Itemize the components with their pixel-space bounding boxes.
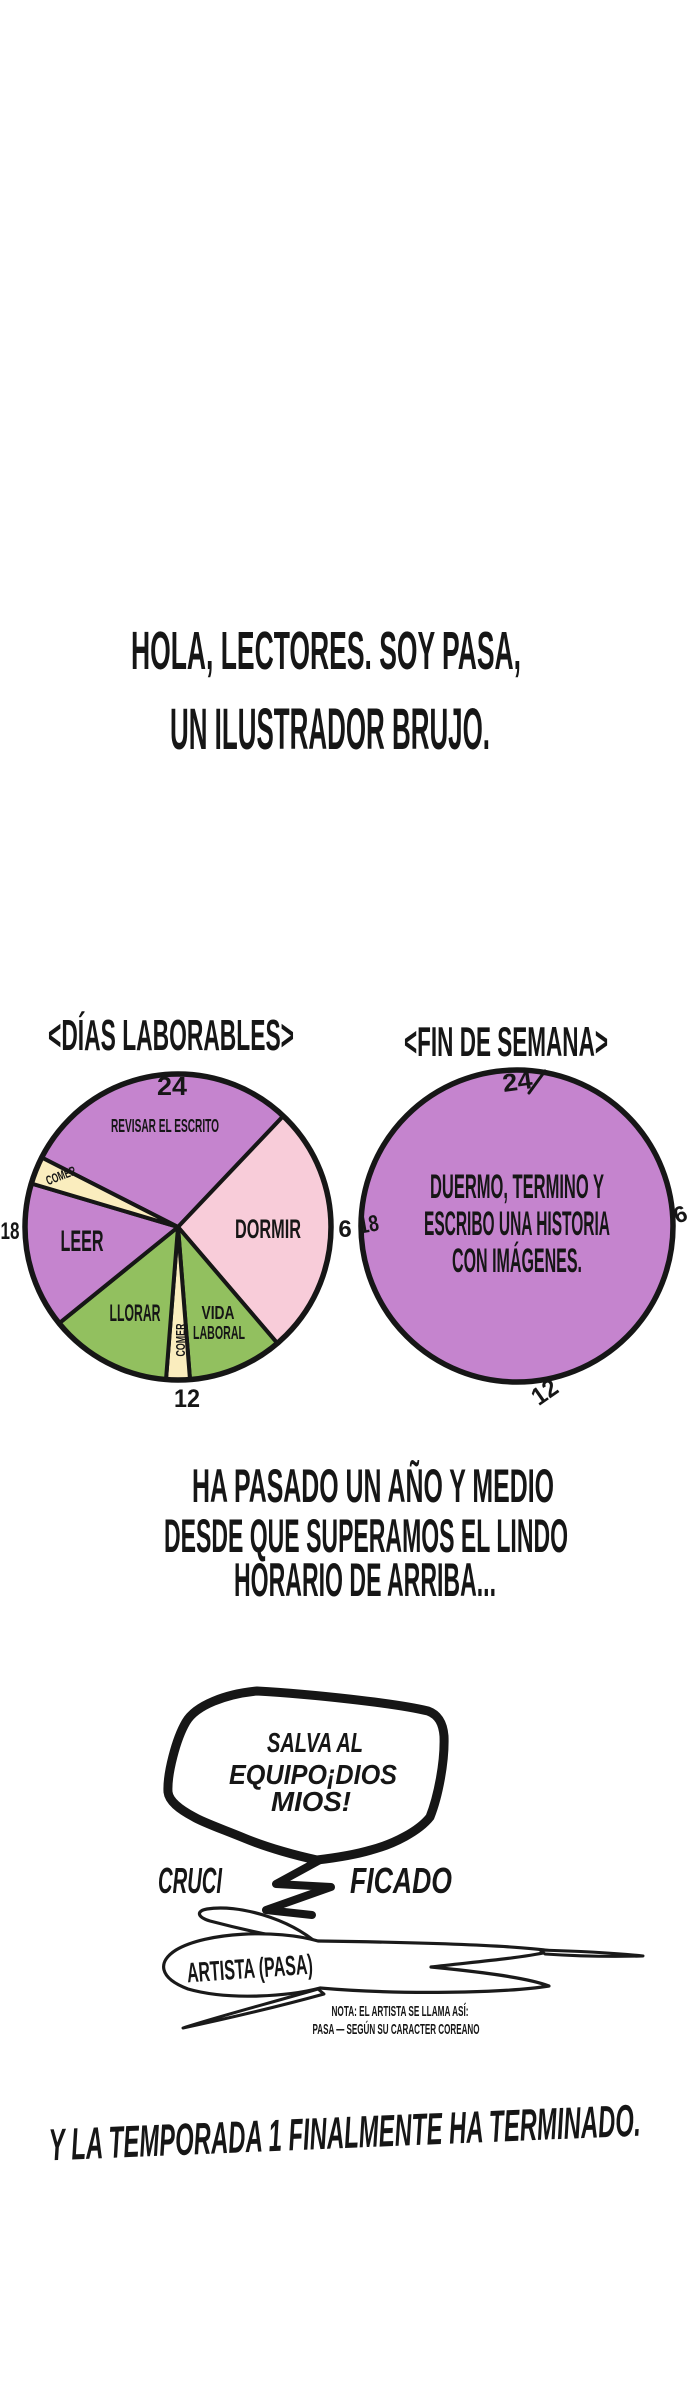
pie2-center-line3: CON IMÁGENES. xyxy=(452,1242,582,1280)
middle-text-line1: HA PASADO UN AÑO Y MEDIO xyxy=(192,1459,554,1512)
weekday-chart-title: <DÍAS LABORABLES> xyxy=(48,1010,294,1060)
weekend-chart-title: <FIN DE SEMANA> xyxy=(404,1018,608,1065)
intro-title-line2: UN ILUSTRADOR BRUJO. xyxy=(170,697,490,762)
pie1-tick-6: 6 xyxy=(338,1216,351,1243)
pie2-tick-18: 18 xyxy=(357,1209,381,1238)
pie1-label-vida: VIDA xyxy=(202,1303,235,1323)
bubble-text-line2: EQUIPO¡DIOS xyxy=(229,1759,397,1790)
artist-doodle-bottom-fin xyxy=(181,1987,326,2030)
pie1-tick-12: 12 xyxy=(174,1385,200,1413)
pie1-label-leer: LEER xyxy=(61,1225,104,1258)
outro-text: Y LA TEMPORADA 1 FINALMENTE HA TERMINADO… xyxy=(48,2095,642,2171)
pie1-label-laboral: LABORAL xyxy=(193,1323,245,1343)
pie1-tick-24: 24 xyxy=(157,1071,188,1101)
intro-title-line1: HOLA, LECTORES. SOY PASA, xyxy=(131,621,521,681)
pie1-label-llorar: LLORAR xyxy=(110,1300,161,1327)
pie-outer-rim xyxy=(358,1067,676,1385)
pie1-label-revisar: REVISAR EL ESCRITO xyxy=(111,1116,219,1136)
pie2-center-line1: DUERMO, TERMINO Y xyxy=(430,1168,604,1206)
word-cruci: CRUCI xyxy=(158,1860,223,1901)
bubble-text-line1: SALVA AL xyxy=(267,1727,363,1758)
artist-note-line1: NOTA: EL ARTISTA SE LLAMA ASÍ: xyxy=(332,2003,469,2020)
speech-bubble-tail xyxy=(262,1856,335,1919)
middle-text-line2: DESDE QUE SUPERAMOS EL LINDO xyxy=(164,1509,568,1562)
pie2-top-tick-mark xyxy=(527,1069,547,1095)
artist-doodle-body xyxy=(162,1932,554,1998)
artist-doodle-nose-spike xyxy=(538,1948,645,1958)
pie1-label-dormir: DORMIR xyxy=(235,1214,301,1244)
pie1-label-comer-bottom: COMER xyxy=(173,1323,188,1356)
weekend-pie-chart xyxy=(358,1067,676,1385)
artist-note-line2: PASA — SEGÚN SU CARACTER COREANO xyxy=(313,2020,480,2038)
word-ficado: FICADO xyxy=(350,1860,452,1901)
bubble-text-line3: MIOS! xyxy=(271,1786,351,1817)
weekday-pie-chart xyxy=(22,1071,334,1383)
middle-text-line3: HORARIO DE ARRIBA... xyxy=(234,1553,496,1606)
pie-outer-rim xyxy=(22,1071,334,1383)
pie1-tick-18: 18 xyxy=(1,1218,20,1245)
pie2-center-line2: ESCRIBO UNA HISTORIA xyxy=(424,1205,610,1243)
speech-bubble-outline xyxy=(163,1686,449,1865)
